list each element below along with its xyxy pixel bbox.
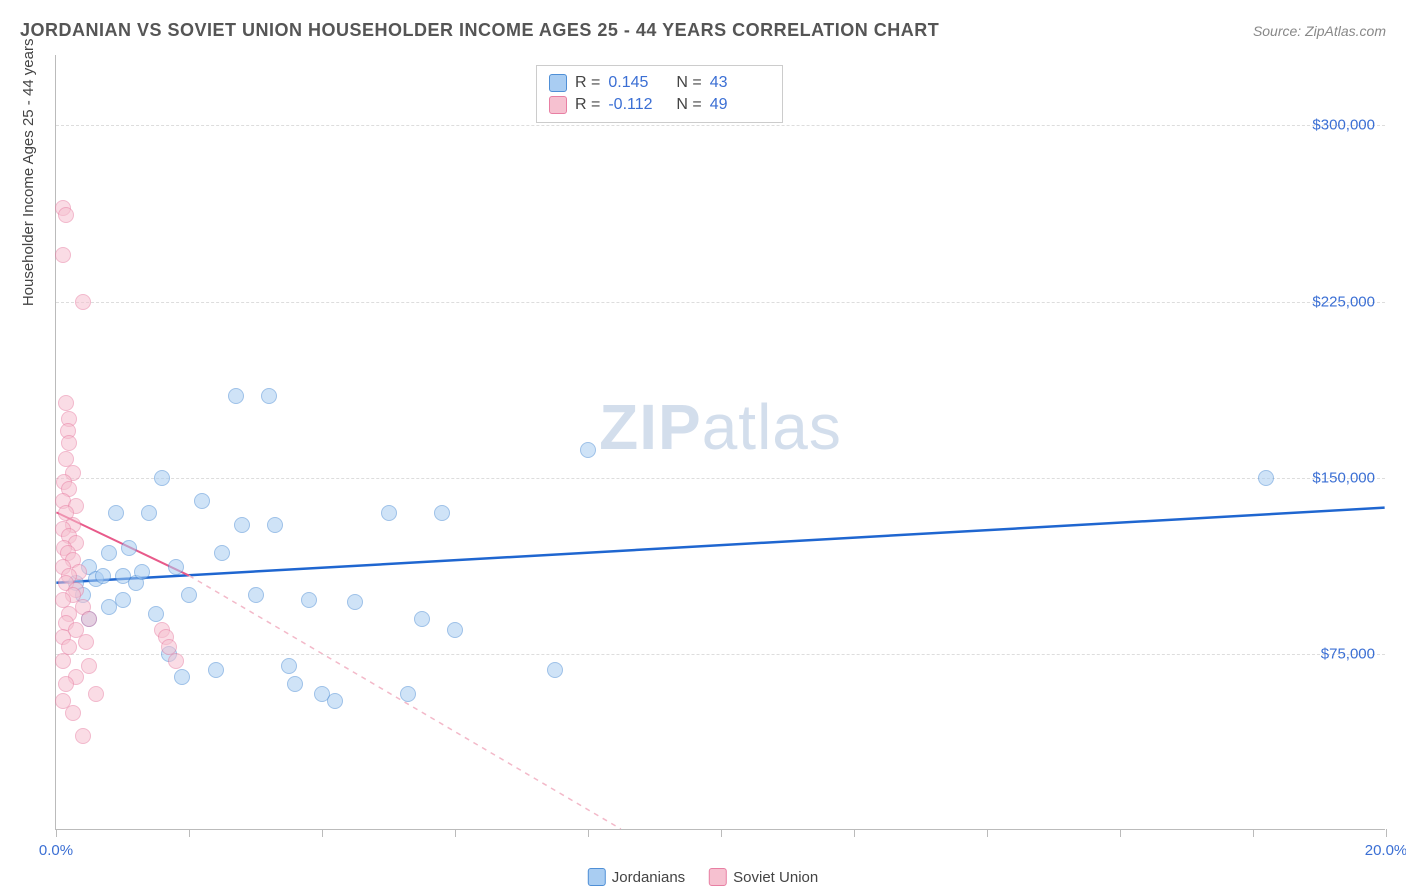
data-point: [101, 545, 117, 561]
scatter-plot-area: ZIPatlas R = 0.145 N = 43 R = -0.112 N =…: [55, 55, 1385, 830]
data-point: [154, 470, 170, 486]
x-tick: [322, 829, 323, 837]
y-tick-label: $300,000: [1312, 117, 1375, 134]
x-tick-label: 0.0%: [39, 842, 73, 859]
legend-swatch-soviet: [709, 868, 727, 886]
data-point: [78, 634, 94, 650]
data-point: [168, 559, 184, 575]
data-point: [95, 568, 111, 584]
x-tick: [189, 829, 190, 837]
data-point: [434, 505, 450, 521]
data-point: [400, 686, 416, 702]
series-legend: Jordanians Soviet Union: [588, 868, 818, 886]
y-tick-label: $225,000: [1312, 293, 1375, 310]
data-point: [347, 594, 363, 610]
data-point: [55, 247, 71, 263]
data-point: [234, 517, 250, 533]
data-point: [141, 505, 157, 521]
data-point: [228, 388, 244, 404]
data-point: [108, 505, 124, 521]
x-tick: [721, 829, 722, 837]
legend-swatch-jordanians: [588, 868, 606, 886]
x-tick: [455, 829, 456, 837]
data-point: [168, 653, 184, 669]
data-point: [261, 388, 277, 404]
legend-item-jordanians: Jordanians: [588, 868, 685, 886]
data-point: [121, 540, 137, 556]
x-tick: [854, 829, 855, 837]
data-point: [414, 611, 430, 627]
stats-row-jordanians: R = 0.145 N = 43: [549, 72, 770, 94]
data-point: [61, 435, 77, 451]
x-tick-label: 20.0%: [1365, 842, 1406, 859]
x-tick: [588, 829, 589, 837]
data-point: [287, 676, 303, 692]
data-point: [58, 395, 74, 411]
data-point: [58, 207, 74, 223]
data-point: [267, 517, 283, 533]
data-point: [65, 705, 81, 721]
data-point: [174, 669, 190, 685]
gridline: [56, 478, 1385, 479]
data-point: [194, 493, 210, 509]
data-point: [327, 693, 343, 709]
x-tick: [1253, 829, 1254, 837]
y-tick-label: $75,000: [1321, 645, 1375, 662]
x-tick: [1386, 829, 1387, 837]
data-point: [248, 587, 264, 603]
data-point: [81, 611, 97, 627]
gridline: [56, 302, 1385, 303]
gridline: [56, 654, 1385, 655]
data-point: [301, 592, 317, 608]
gridline: [56, 125, 1385, 126]
stats-row-soviet: R = -0.112 N = 49: [549, 94, 770, 116]
x-tick: [1120, 829, 1121, 837]
data-point: [580, 442, 596, 458]
swatch-jordanians: [549, 74, 567, 92]
data-point: [81, 658, 97, 674]
data-point: [115, 592, 131, 608]
data-point: [447, 622, 463, 638]
data-point: [547, 662, 563, 678]
correlation-stats-box: R = 0.145 N = 43 R = -0.112 N = 49: [536, 65, 783, 123]
x-tick: [987, 829, 988, 837]
data-point: [58, 676, 74, 692]
trend-lines: [56, 55, 1385, 829]
chart-header: JORDANIAN VS SOVIET UNION HOUSEHOLDER IN…: [20, 20, 1386, 41]
x-tick: [56, 829, 57, 837]
y-axis-title: Householder Income Ages 25 - 44 years: [20, 39, 37, 307]
data-point: [181, 587, 197, 603]
data-point: [75, 728, 91, 744]
data-point: [88, 686, 104, 702]
data-point: [381, 505, 397, 521]
data-point: [75, 294, 91, 310]
data-point: [214, 545, 230, 561]
watermark: ZIPatlas: [599, 390, 842, 464]
y-tick-label: $150,000: [1312, 469, 1375, 486]
data-point: [134, 564, 150, 580]
data-point: [281, 658, 297, 674]
data-point: [148, 606, 164, 622]
swatch-soviet: [549, 96, 567, 114]
source-attribution: Source: ZipAtlas.com: [1253, 23, 1386, 39]
legend-item-soviet: Soviet Union: [709, 868, 818, 886]
data-point: [55, 653, 71, 669]
data-point: [1258, 470, 1274, 486]
chart-title: JORDANIAN VS SOVIET UNION HOUSEHOLDER IN…: [20, 20, 939, 41]
data-point: [208, 662, 224, 678]
